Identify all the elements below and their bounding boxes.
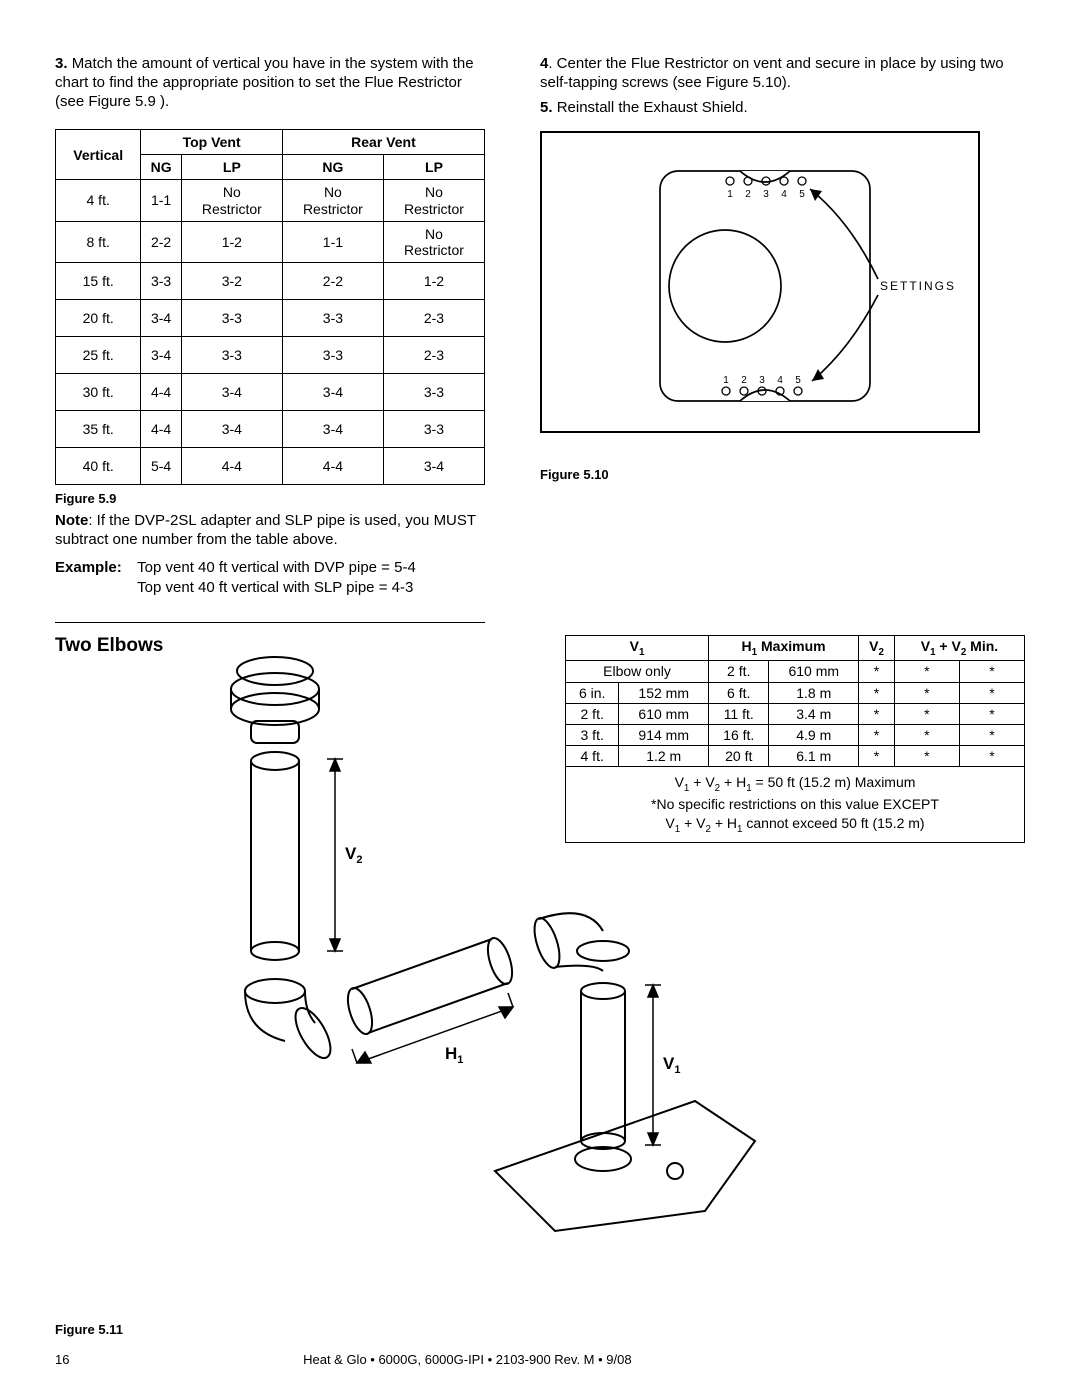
cell: 30 ft. [56,374,141,411]
svg-text:2: 2 [745,189,751,200]
cell: 8 ft. [56,221,141,262]
figure-5-11-diagram: V2 H1 V1 [195,631,975,1251]
svg-text:4: 4 [781,189,787,200]
note-block: Note: If the DVP-2SL adapter and SLP pip… [55,512,485,550]
svg-text:V2: V2 [345,844,362,866]
cell: 3-4 [141,299,181,336]
table-row: 30 ft.4-43-43-43-3 [56,374,485,411]
settings-label: SETTINGS [880,279,956,293]
cell: 3-3 [141,262,181,299]
cell: 3-4 [141,337,181,374]
figure-5-11-caption: Figure 5.11 [55,1322,123,1337]
table-row: 25 ft.3-43-33-32-3 [56,337,485,374]
svg-text:5: 5 [799,189,805,200]
cell: 3-3 [282,299,383,336]
example-line-1: Top vent 40 ft vertical with DVP pipe = … [137,559,416,576]
page-number: 16 [55,1352,69,1367]
figure-5-9-caption: Figure 5.9 [55,491,485,506]
th-rear-ng: NG [282,155,383,180]
example-block: Example: Top vent 40 ft vertical with DV… [55,558,485,599]
cell: NoRestrictor [383,221,484,262]
svg-text:5: 5 [795,375,801,386]
note-label: Note [55,512,88,529]
cell: 2-3 [383,337,484,374]
cell: 3-3 [383,411,484,448]
cell: 4-4 [141,374,181,411]
instr-num-3: 3. [55,55,68,72]
svg-text:1: 1 [727,189,733,200]
cell: 3-4 [383,448,484,485]
cell: 40 ft. [56,448,141,485]
svg-text:2: 2 [741,375,747,386]
instr-text-4: . Center the Flue Restrictor on vent and… [540,55,1004,91]
cell: 3-3 [282,337,383,374]
cell: 3-4 [181,411,282,448]
table-row: 8 ft.2-21-21-1NoRestrictor [56,221,485,262]
cell: 15 ft. [56,262,141,299]
cell: 3-4 [282,411,383,448]
instr-text-5: Reinstall the Exhaust Shield. [557,99,748,116]
instruction-5: 5. Reinstall the Exhaust Shield. [540,99,1025,118]
cell: 2-2 [141,221,181,262]
cell: 3-4 [181,374,282,411]
cell: 4-4 [141,411,181,448]
instr-text-3: Match the amount of vertical you have in… [55,55,474,110]
cell: 35 ft. [56,411,141,448]
th-top-lp: LP [181,155,282,180]
note-text: : If the DVP-2SL adapter and SLP pipe is… [55,512,476,548]
svg-text:H1: H1 [445,1044,463,1066]
th-vertical: Vertical [56,130,141,180]
th-rear-lp: LP [383,155,484,180]
cell: NoRestrictor [282,180,383,221]
table-row: 40 ft.5-44-44-43-4 [56,448,485,485]
instruction-4: 4. Center the Flue Restrictor on vent an… [540,55,1025,93]
th-rearvent: Rear Vent [282,130,484,155]
figure-5-10: 1 2 3 4 5 1 2 3 4 5 SETTINGS Figure 5.10 [540,131,1025,482]
table-row: 35 ft.4-43-43-43-3 [56,411,485,448]
cell: 4-4 [181,448,282,485]
instruction-3: 3. Match the amount of vertical you have… [55,55,485,111]
cell: 3-2 [181,262,282,299]
instr-num-5: 5. [540,99,553,116]
example-line-2: Top vent 40 ft vertical with SLP pipe = … [137,579,413,596]
cell: 2-2 [282,262,383,299]
table-row: 4 ft.1-1NoRestrictorNoRestrictorNoRestri… [56,180,485,221]
svg-text:1: 1 [723,375,729,386]
table-row: 15 ft.3-33-22-21-2 [56,262,485,299]
cell: 25 ft. [56,337,141,374]
cell: 2-3 [383,299,484,336]
cell: 3-3 [383,374,484,411]
page-footer: 16 Heat & Glo • 6000G, 6000G-IPI • 2103-… [55,1352,1025,1367]
cell: 4-4 [282,448,383,485]
svg-text:V1: V1 [663,1054,680,1076]
th-topvent: Top Vent [141,130,283,155]
cell: 1-2 [383,262,484,299]
example-label: Example: [55,558,133,578]
cell: 3-3 [181,337,282,374]
figure-5-10-caption: Figure 5.10 [540,467,1025,482]
restrictor-table: Vertical Top Vent Rear Vent NG LP NG LP … [55,129,485,485]
cell: 5-4 [141,448,181,485]
cell: NoRestrictor [383,180,484,221]
cell: 4 ft. [56,180,141,221]
cell: 1-2 [181,221,282,262]
cell: 20 ft. [56,299,141,336]
svg-text:3: 3 [759,375,765,386]
cell: 3-4 [282,374,383,411]
cell: 1-1 [141,180,181,221]
table-row: 20 ft.3-43-33-32-3 [56,299,485,336]
th-top-ng: NG [141,155,181,180]
cell: 3-3 [181,299,282,336]
doc-id: Heat & Glo • 6000G, 6000G-IPI • 2103-900… [303,1352,631,1367]
cell: NoRestrictor [181,180,282,221]
svg-text:3: 3 [763,189,769,200]
svg-text:4: 4 [777,375,783,386]
cell: 1-1 [282,221,383,262]
